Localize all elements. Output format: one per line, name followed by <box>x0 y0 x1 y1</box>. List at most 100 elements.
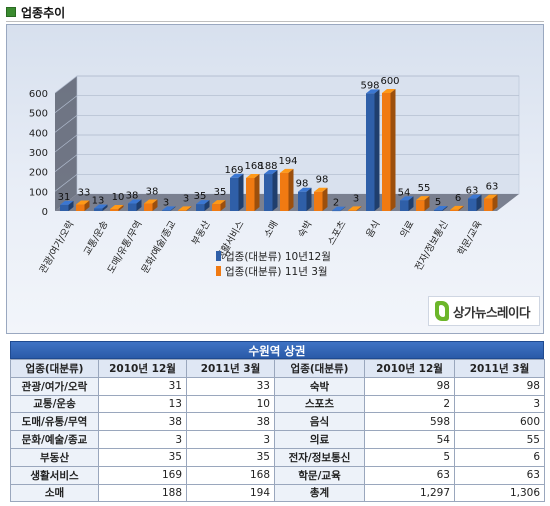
chart-panel: 0 100 200 300 400 500 600 31 33 관광/여가/오락 13 10 교통/운송… <box>6 24 544 334</box>
category-cell: 관광/여가/오락 <box>10 376 99 396</box>
table-row: 교통/운송 13 10 스포츠 2 3 <box>10 394 545 414</box>
table-row: 부동산 35 35 전자/정보통신 5 6 <box>10 447 545 467</box>
value-cell: 6 <box>454 447 545 467</box>
table-row: 소매 188 194 총계 1,297 1,306 <box>10 483 545 503</box>
data-label-series-2: 10 <box>112 192 125 203</box>
data-label-series-2: 3 <box>183 193 189 204</box>
bar-series-2 <box>450 205 464 211</box>
bar-series-2 <box>246 173 260 211</box>
section-title: 업종추이 <box>21 5 66 20</box>
data-label-series-2: 63 <box>486 182 499 193</box>
column-header: 업종(대분류) <box>274 359 365 378</box>
bar-series-1 <box>366 89 380 211</box>
data-label-series-2: 35 <box>214 187 227 198</box>
x-category-label: 문화/예술/종교 <box>140 219 179 276</box>
bar-series-1 <box>400 196 414 211</box>
data-table: 업종(대분류) 2010년 12월 2011년 3월 업종(대분류) 2010년… <box>10 359 545 503</box>
category-cell: 의료 <box>274 430 365 449</box>
y-tick-label: 0 <box>42 207 48 218</box>
y-tick-label: 100 <box>29 187 48 198</box>
gridline <box>54 75 519 94</box>
value-cell: 10 <box>186 394 275 414</box>
x-category-label: 숙박 <box>296 219 314 240</box>
value-cell: 35 <box>98 447 187 467</box>
value-cell: 5 <box>364 447 455 467</box>
bar-series-2 <box>76 200 90 211</box>
value-cell: 55 <box>454 430 545 449</box>
legend-label: 업종(대분류) 11년 3월 <box>225 265 328 278</box>
bar-series-2 <box>110 205 124 211</box>
bar-series-2 <box>348 206 362 211</box>
category-cell: 문화/예술/종교 <box>10 430 99 449</box>
category-cell: 학문/교육 <box>274 465 365 485</box>
value-cell: 3 <box>454 394 545 414</box>
data-label-series-1: 54 <box>398 187 411 198</box>
bar-series-1 <box>128 199 142 211</box>
category-cell: 도매/유통/무역 <box>10 412 99 432</box>
data-label-series-1: 169 <box>224 165 243 176</box>
legend-swatch <box>216 266 221 276</box>
bar-series-2 <box>416 196 430 211</box>
bar-series-1 <box>230 173 244 211</box>
data-label-series-2: 600 <box>380 76 399 87</box>
bar-series-2 <box>382 89 396 211</box>
data-label-series-2: 55 <box>418 183 431 194</box>
summary-table: 수원역 상권 업종(대분류) 2010년 12월 2011년 3월 업종(대분류… <box>10 341 545 503</box>
x-category-label: 교통/운송 <box>82 219 111 258</box>
bar-series-2 <box>314 187 328 211</box>
y-tick-label: 600 <box>29 89 48 100</box>
data-label-series-1: 63 <box>466 186 479 197</box>
value-cell: 54 <box>364 430 455 449</box>
bar-series-1 <box>94 204 108 211</box>
bar-series-2 <box>212 200 226 211</box>
bar-series-1 <box>264 170 278 211</box>
category-cell: 전자/정보통신 <box>274 447 365 467</box>
value-cell: 35 <box>186 447 275 467</box>
bar-series-2 <box>280 168 294 211</box>
section-bullet-icon <box>6 7 16 17</box>
data-label-series-2: 33 <box>78 188 91 199</box>
bar-series-1 <box>298 187 312 211</box>
value-cell: 3 <box>186 430 275 449</box>
value-cell: 31 <box>98 376 187 396</box>
data-label-series-1: 13 <box>92 195 105 206</box>
data-label-series-1: 598 <box>360 80 379 91</box>
value-cell: 3 <box>98 430 187 449</box>
y-tick-label: 500 <box>29 109 48 120</box>
value-cell: 13 <box>98 394 187 414</box>
table-title: 수원역 상권 <box>10 341 544 359</box>
data-label-series-2: 3 <box>353 193 359 204</box>
category-cell: 교통/운송 <box>10 394 99 414</box>
x-category-label: 전자/정보통신 <box>413 219 450 273</box>
bar-series-1 <box>60 200 74 211</box>
data-label-series-1: 38 <box>126 191 139 202</box>
value-cell: 63 <box>454 465 545 485</box>
y-tick-label: 400 <box>29 128 48 139</box>
value-cell: 194 <box>186 483 275 503</box>
brand-name: 상가뉴스레이다 <box>453 304 531 320</box>
column-header: 업종(대분류) <box>10 359 99 378</box>
bar-series-2 <box>144 199 158 211</box>
bar-series-2 <box>484 194 498 211</box>
bar-series-1 <box>468 194 482 211</box>
x-category-label: 의료 <box>398 219 416 240</box>
legend-label: 업종(대분류) 10년12월 <box>225 250 331 263</box>
bar-series-2 <box>178 206 192 211</box>
total-value-cell: 1,306 <box>454 483 545 503</box>
x-category-label: 부동산 <box>190 219 213 247</box>
bar-series-1 <box>332 206 346 212</box>
column-header: 2010년 12월 <box>98 359 187 378</box>
bar-series-1 <box>196 200 210 211</box>
brand-leaf-icon <box>435 301 449 321</box>
table-row: 관광/여가/오락 31 33 숙박 98 98 <box>10 376 545 396</box>
value-cell: 169 <box>98 465 187 485</box>
y-tick-label: 200 <box>29 168 48 179</box>
brand-logo[interactable]: 상가뉴스레이다 <box>428 296 540 326</box>
column-header: 2010년 12월 <box>364 359 455 378</box>
value-cell: 188 <box>98 483 187 503</box>
x-category-label: 스포츠 <box>326 219 349 247</box>
data-label-series-1: 2 <box>333 198 339 209</box>
data-label-series-1: 98 <box>296 179 309 190</box>
value-cell: 600 <box>454 412 545 432</box>
category-cell: 스포츠 <box>274 394 365 414</box>
